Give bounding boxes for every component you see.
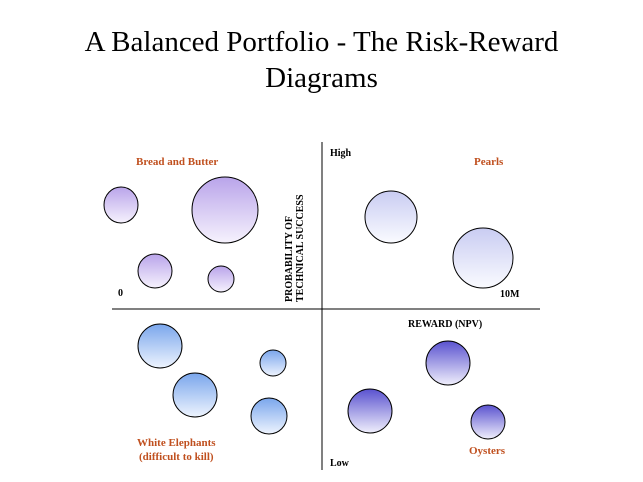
bubble	[259, 349, 287, 377]
y-axis-title: PROBABILITY OF TECHNICAL SUCCESS	[284, 194, 306, 302]
title-line-1: A Balanced Portfolio - The Risk-Reward	[84, 26, 559, 58]
bubble	[172, 372, 218, 418]
bubble	[425, 340, 471, 386]
bubble	[137, 253, 173, 289]
title-line-2: Diagrams	[265, 62, 378, 94]
bubble	[470, 404, 506, 440]
quadrant-label-bread-and-butter: Bread and Butter	[136, 156, 218, 168]
bubble	[364, 190, 418, 244]
oysters-bubbles	[347, 340, 506, 440]
x-axis-min-label: 0	[118, 288, 123, 299]
y-axis-title-line-2: TECHNICAL SUCCESS	[295, 194, 306, 302]
x-axis-title: REWARD (NPV)	[408, 319, 482, 330]
pearls-bubbles	[364, 190, 514, 289]
bubble	[191, 176, 259, 244]
y-axis-high-label: High	[330, 148, 352, 159]
white-elephants-bubbles	[137, 323, 288, 435]
y-axis-title-line-1: PROBABILITY OF	[284, 216, 295, 302]
bubble	[250, 397, 288, 435]
bubble	[452, 227, 514, 289]
slide-title: A Balanced Portfolio - The Risk-Reward D…	[0, 24, 643, 96]
bubble	[103, 186, 139, 224]
bubble	[137, 323, 183, 369]
quadrant-label-white-elephants: White Elephants	[137, 437, 216, 449]
bubble	[207, 265, 235, 293]
y-axis-low-label: Low	[330, 458, 350, 469]
bread-and-butter-bubbles	[103, 176, 259, 293]
quadrant-label-oysters: Oysters	[469, 445, 506, 457]
bubble	[347, 388, 393, 434]
x-axis-max-label: 10M	[500, 289, 520, 300]
quadrant-label-pearls: Pearls	[474, 156, 504, 168]
quadrant-label-white-elephants-sub: (difficult to kill)	[139, 451, 214, 463]
